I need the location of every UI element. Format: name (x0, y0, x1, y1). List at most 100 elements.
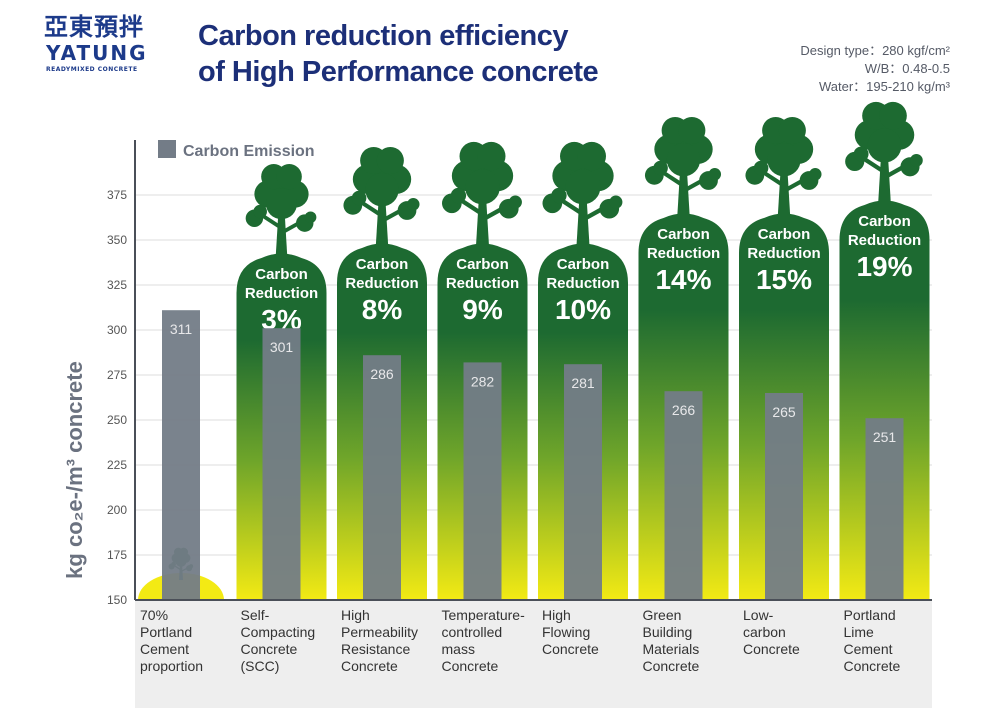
category-label: proportion (140, 658, 203, 674)
tree-small-crown (708, 168, 722, 181)
tree-crown (666, 143, 701, 177)
tree-icon (644, 116, 722, 217)
y-tick-label: 200 (107, 503, 127, 517)
y-tick-label: 250 (107, 413, 127, 427)
category-label: Portland (140, 624, 192, 640)
category-label: 70% (140, 607, 168, 623)
tree-branch (862, 156, 905, 180)
tree-crown (464, 169, 501, 205)
page-title: Carbon reduction efficiency of High Perf… (198, 18, 599, 90)
tree-icon (441, 141, 522, 247)
reduction-label: Reduction (245, 285, 318, 302)
spec-water: Water：195-210 kg/m³ (818, 79, 950, 94)
tree-small-crown (450, 187, 467, 204)
tree-small-crown (551, 187, 567, 204)
tree-crown (867, 128, 902, 163)
tree-crown (577, 141, 606, 171)
y-tick-label: 375 (107, 188, 127, 202)
bar (363, 355, 401, 600)
tree-branch (762, 170, 804, 193)
tree-small-crown (304, 211, 317, 224)
reduction-percent: 15% (756, 264, 812, 295)
category-label: mass (442, 641, 475, 657)
tree-crown (276, 164, 302, 190)
category-label: Building (643, 624, 693, 640)
category-label: Flowing (542, 624, 590, 640)
y-tick-label: 275 (107, 368, 127, 382)
bar-value-label: 311 (170, 321, 193, 337)
category-label: Concrete (542, 641, 599, 657)
reduction-label: Reduction (546, 275, 619, 292)
bar-value-label: 265 (772, 404, 796, 420)
tree-branch (661, 170, 704, 193)
reduction-label: Carbon (356, 256, 409, 273)
spec-design-type: Design type：280 kgf/cm² (800, 43, 950, 58)
tree-crown (477, 141, 506, 171)
category-label: Self- (241, 607, 270, 623)
tree-icon (845, 101, 923, 204)
tree-crown (778, 116, 806, 145)
tree-crown (365, 173, 399, 207)
tree-small-crown (809, 168, 822, 181)
y-tick-label: 225 (107, 458, 127, 472)
bar-value-label: 286 (370, 366, 394, 382)
bar (564, 364, 602, 600)
bar (865, 418, 904, 600)
category-label: Materials (643, 641, 700, 657)
legend-label: Carbon Emission (183, 143, 315, 160)
reduction-label: Carbon (557, 256, 610, 273)
category-label: Green (643, 607, 682, 623)
bar (765, 393, 803, 600)
tree-small-crown (609, 195, 623, 209)
category-label: High (542, 607, 571, 623)
reduction-label: Carbon (255, 266, 308, 283)
design-specs: Design type：280 kgf/cm² W/B：0.48-0.5 Wat… (800, 42, 950, 96)
tree-small-crown (910, 154, 923, 167)
category-label: Portland (844, 607, 896, 623)
reduction-percent: 9% (462, 294, 503, 325)
y-tick-label: 350 (107, 233, 127, 247)
spec-wb: W/B：0.48-0.5 (864, 61, 950, 76)
reduction-percent: 10% (555, 294, 611, 325)
bar (262, 328, 301, 600)
reduction-label: Reduction (747, 245, 820, 262)
category-label: Cement (140, 641, 189, 657)
reduction-label: Reduction (647, 245, 720, 262)
bar-value-label: 301 (270, 339, 294, 355)
category-label: Resistance (341, 641, 410, 657)
tree-icon (245, 164, 317, 257)
tree-branch (261, 213, 300, 235)
bar-value-label: 266 (672, 402, 696, 418)
category-label-area (135, 600, 932, 708)
category-label: Concrete (743, 641, 800, 657)
tree-crown (565, 169, 601, 205)
tree-icon (343, 146, 420, 247)
reduction-label: Reduction (345, 275, 418, 292)
bar-value-label: 281 (571, 375, 595, 391)
tree-small-crown (653, 160, 668, 176)
reduction-label: Carbon (657, 226, 710, 243)
tree-crown (767, 143, 801, 177)
bar (162, 310, 200, 600)
tree-branch (360, 200, 402, 223)
reduction-percent: 14% (655, 264, 711, 295)
tree-branch (459, 198, 504, 222)
y-tick-label: 150 (107, 593, 127, 607)
category-label: Concrete (844, 658, 901, 674)
category-label: Permeability (341, 624, 418, 640)
tree-small-crown (407, 198, 420, 211)
category-label: Concrete (341, 658, 398, 674)
category-label: Low- (743, 607, 774, 623)
tree-crown (376, 146, 404, 175)
bar (463, 362, 502, 600)
tree-small-crown (508, 195, 522, 209)
title-line-1: Carbon reduction efficiency (198, 20, 569, 52)
category-label: Lime (844, 624, 875, 640)
category-label: Concrete (241, 641, 298, 657)
tree-small-crown (753, 160, 769, 176)
logo-subtitle: READYMIXED CONCRETE (46, 66, 138, 73)
category-label: Cement (844, 641, 893, 657)
tree-branch (559, 198, 604, 222)
tree-small-crown (351, 190, 367, 206)
